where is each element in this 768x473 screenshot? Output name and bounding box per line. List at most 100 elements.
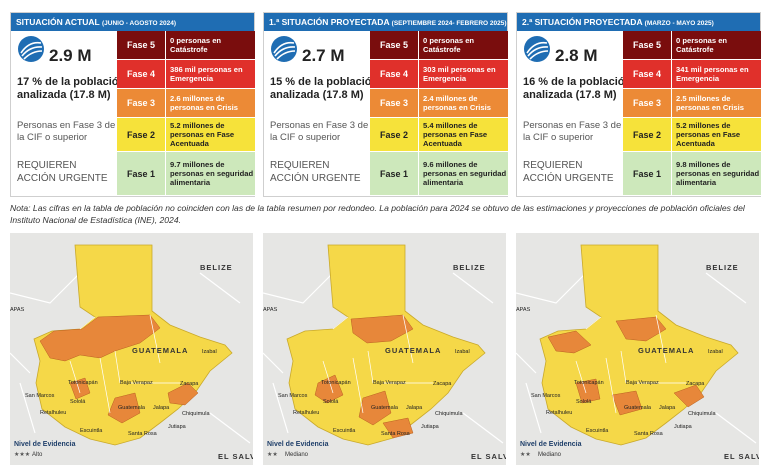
phase-3-area [314, 374, 344, 404]
note: Nota: Las cifras en la tabla de població… [10, 203, 745, 225]
phase-text: 9.8 millones de personas en seguridad al… [672, 152, 761, 196]
map-label: Chiquimula [688, 411, 716, 417]
map-label: Sololá [576, 399, 592, 405]
map: BELIZE APAS GUATEMALA Izabal Totonicapán Baja… [10, 233, 253, 465]
map-label: APAS [263, 307, 278, 313]
map-label: Baja Verapaz [626, 380, 659, 386]
evidence-level: Mediano [285, 452, 309, 458]
phase-text: 9.6 millones de personas en seguridad al… [419, 152, 508, 196]
map-label: Retalhuleu [40, 410, 66, 416]
map-label: Jalapa [406, 405, 423, 411]
borders [322, 314, 433, 414]
ipc-icon [271, 36, 297, 62]
phase-text: 0 personas en Catástrofe [672, 31, 761, 60]
roads [516, 272, 757, 444]
phase-label: Fase 2 [623, 118, 671, 152]
map-label: EL SALVADOR [471, 452, 506, 461]
icon-swoosh [526, 41, 549, 60]
map-label: Totonicapán [574, 380, 604, 386]
phase-3-area [615, 316, 667, 342]
map-label: Escuintla [586, 428, 609, 434]
map-label: Zacapa [180, 381, 199, 387]
evidence-stars: ★★ [520, 451, 531, 458]
summary-panel: 1.ª SITUACIÓN PROYECTADA (SEPTIEMBRE 202… [263, 12, 508, 197]
map-label: Santa Rosa [381, 431, 411, 437]
phase-3-area [69, 377, 91, 400]
phase-text: 5.4 millones de personas en Fase Acentua… [419, 118, 508, 152]
map-label: Zacapa [433, 381, 452, 387]
panel-header: 1.ª SITUACIÓN PROYECTADA (SEPTIEMBRE 202… [264, 13, 507, 31]
map-label: Totonicapán [321, 380, 351, 386]
phase-3-area [107, 392, 141, 424]
phase-3-area [39, 314, 161, 362]
map-label: Santa Rosa [128, 431, 158, 437]
map-label: San Marcos [278, 393, 308, 399]
phase-text: 9.7 millones de personas en seguridad al… [166, 152, 255, 196]
map: BELIZE APAS GUATEMALA Izabal Totonicapán Baja… [516, 233, 759, 465]
map-label: San Marcos [25, 393, 55, 399]
map-label: San Marcos [531, 393, 561, 399]
roads [10, 272, 251, 444]
phase-3-area [167, 382, 199, 406]
panel-period: (MARZO - MAYO 2025) [644, 20, 714, 27]
ipc-icon [524, 36, 550, 62]
total-value: 2.8 M [555, 46, 598, 65]
action-text: REQUIEREN ACCIÓN URGENTE [17, 160, 108, 184]
phase-3-area [382, 417, 414, 439]
ipc-icon [18, 36, 44, 62]
phase-text: 5.2 millones de personas en Fase Acentua… [672, 118, 761, 152]
percent-text: 15 % de la población analizada (17.8 M) [270, 76, 379, 101]
phase-label: Fase 5 [370, 31, 418, 60]
map-label: Totonicapán [68, 380, 98, 386]
evidence-stars: ★★★ [14, 451, 30, 458]
map-label: Guatemala [371, 405, 399, 411]
phase-text: 341 mil personas en Emergencia [672, 60, 761, 89]
phase-label: Fase 3 [117, 89, 165, 118]
map-label: Retalhuleu [546, 410, 572, 416]
phase-3-area [547, 330, 592, 354]
panel-period: (SEPTIEMBRE 2024- FEBRERO 2025) [391, 20, 507, 27]
phase-text: 0 personas en Catástrofe [166, 31, 255, 60]
phase-label: Fase 3 [623, 89, 671, 118]
map-label: Zacapa [686, 381, 705, 387]
map-label: Santa Rosa [634, 431, 664, 437]
map-label: BELIZE [453, 263, 486, 272]
map-label: BELIZE [706, 263, 739, 272]
icon-swoosh [273, 41, 296, 60]
phase-text: 0 personas en Catástrofe [419, 31, 508, 60]
map-label: Izabal [708, 349, 723, 355]
panel-title: 2.ª SITUACIÓN PROYECTADA [522, 17, 643, 27]
phase-text: 2.5 millones de personas en Crisis [672, 89, 761, 118]
map-label: Jutiapa [674, 424, 693, 430]
action-text: REQUIEREN ACCIÓN URGENTE [523, 160, 614, 184]
panel-period: (JUNIO - AGOSTO 2024) [101, 20, 177, 27]
phase-label: Fase 3 [370, 89, 418, 118]
map-label: GUATEMALA [638, 346, 694, 355]
phase-3-area [611, 390, 643, 416]
map-label: Chiquimula [435, 411, 463, 417]
summary-panel: SITUACIÓN ACTUAL (JUNIO - AGOSTO 2024) 2.… [10, 12, 255, 197]
roads [263, 272, 504, 444]
evidence-level: Mediano [538, 452, 562, 458]
total-value: 2.7 M [302, 46, 345, 65]
phase-label: Fase 4 [623, 60, 671, 89]
map-label: Izabal [455, 349, 470, 355]
phase-label: Fase 1 [370, 152, 418, 196]
phase-text: 386 mil personas en Emergencia [166, 60, 255, 89]
panel-title: SITUACIÓN ACTUAL [16, 17, 100, 27]
evidence-stars: ★★ [267, 451, 278, 458]
phase-label: Fase 5 [623, 31, 671, 60]
phase-3-area [575, 378, 601, 404]
map-label: Escuintla [333, 428, 356, 434]
map-label: EL SALVADOR [218, 452, 253, 461]
map-label: Sololá [70, 399, 86, 405]
map-label: EL SALVADOR [724, 452, 759, 461]
phase-label: Fase 4 [370, 60, 418, 89]
map-label: Sololá [323, 399, 339, 405]
phase-label: Fase 1 [117, 152, 165, 196]
map-label: Jalapa [659, 405, 676, 411]
evidence-level: Alto [32, 452, 43, 458]
map-label: Chiquimula [182, 411, 210, 417]
panel-header: SITUACIÓN ACTUAL (JUNIO - AGOSTO 2024) [11, 13, 254, 31]
panel-title: 1.ª SITUACIÓN PROYECTADA [269, 17, 390, 27]
